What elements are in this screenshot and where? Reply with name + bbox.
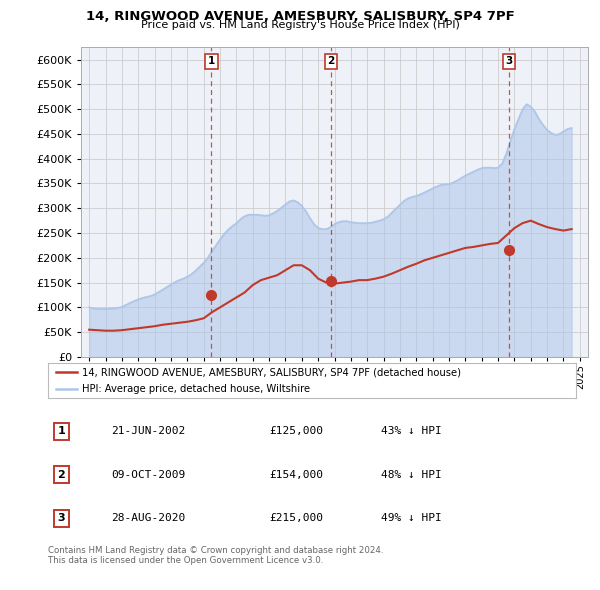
Text: 1: 1 [208, 56, 215, 66]
Text: £154,000: £154,000 [270, 470, 324, 480]
Text: Contains HM Land Registry data © Crown copyright and database right 2024.: Contains HM Land Registry data © Crown c… [48, 546, 383, 555]
Text: This data is licensed under the Open Government Licence v3.0.: This data is licensed under the Open Gov… [48, 556, 323, 565]
Text: 48% ↓ HPI: 48% ↓ HPI [380, 470, 442, 480]
Text: 3: 3 [58, 513, 65, 523]
Text: 28-AUG-2020: 28-AUG-2020 [112, 513, 185, 523]
Text: £215,000: £215,000 [270, 513, 324, 523]
Text: 14, RINGWOOD AVENUE, AMESBURY, SALISBURY, SP4 7PF (detached house): 14, RINGWOOD AVENUE, AMESBURY, SALISBURY… [82, 368, 461, 378]
Text: HPI: Average price, detached house, Wiltshire: HPI: Average price, detached house, Wilt… [82, 384, 310, 394]
Text: 2: 2 [58, 470, 65, 480]
Text: Price paid vs. HM Land Registry's House Price Index (HPI): Price paid vs. HM Land Registry's House … [140, 20, 460, 30]
Text: 1: 1 [58, 427, 65, 436]
Text: 21-JUN-2002: 21-JUN-2002 [112, 427, 185, 436]
Text: 3: 3 [505, 56, 512, 66]
Text: 14, RINGWOOD AVENUE, AMESBURY, SALISBURY, SP4 7PF: 14, RINGWOOD AVENUE, AMESBURY, SALISBURY… [86, 10, 514, 23]
Text: 2: 2 [327, 56, 334, 66]
Text: 49% ↓ HPI: 49% ↓ HPI [380, 513, 442, 523]
Text: 43% ↓ HPI: 43% ↓ HPI [380, 427, 442, 436]
Text: 09-OCT-2009: 09-OCT-2009 [112, 470, 185, 480]
Text: £125,000: £125,000 [270, 427, 324, 436]
